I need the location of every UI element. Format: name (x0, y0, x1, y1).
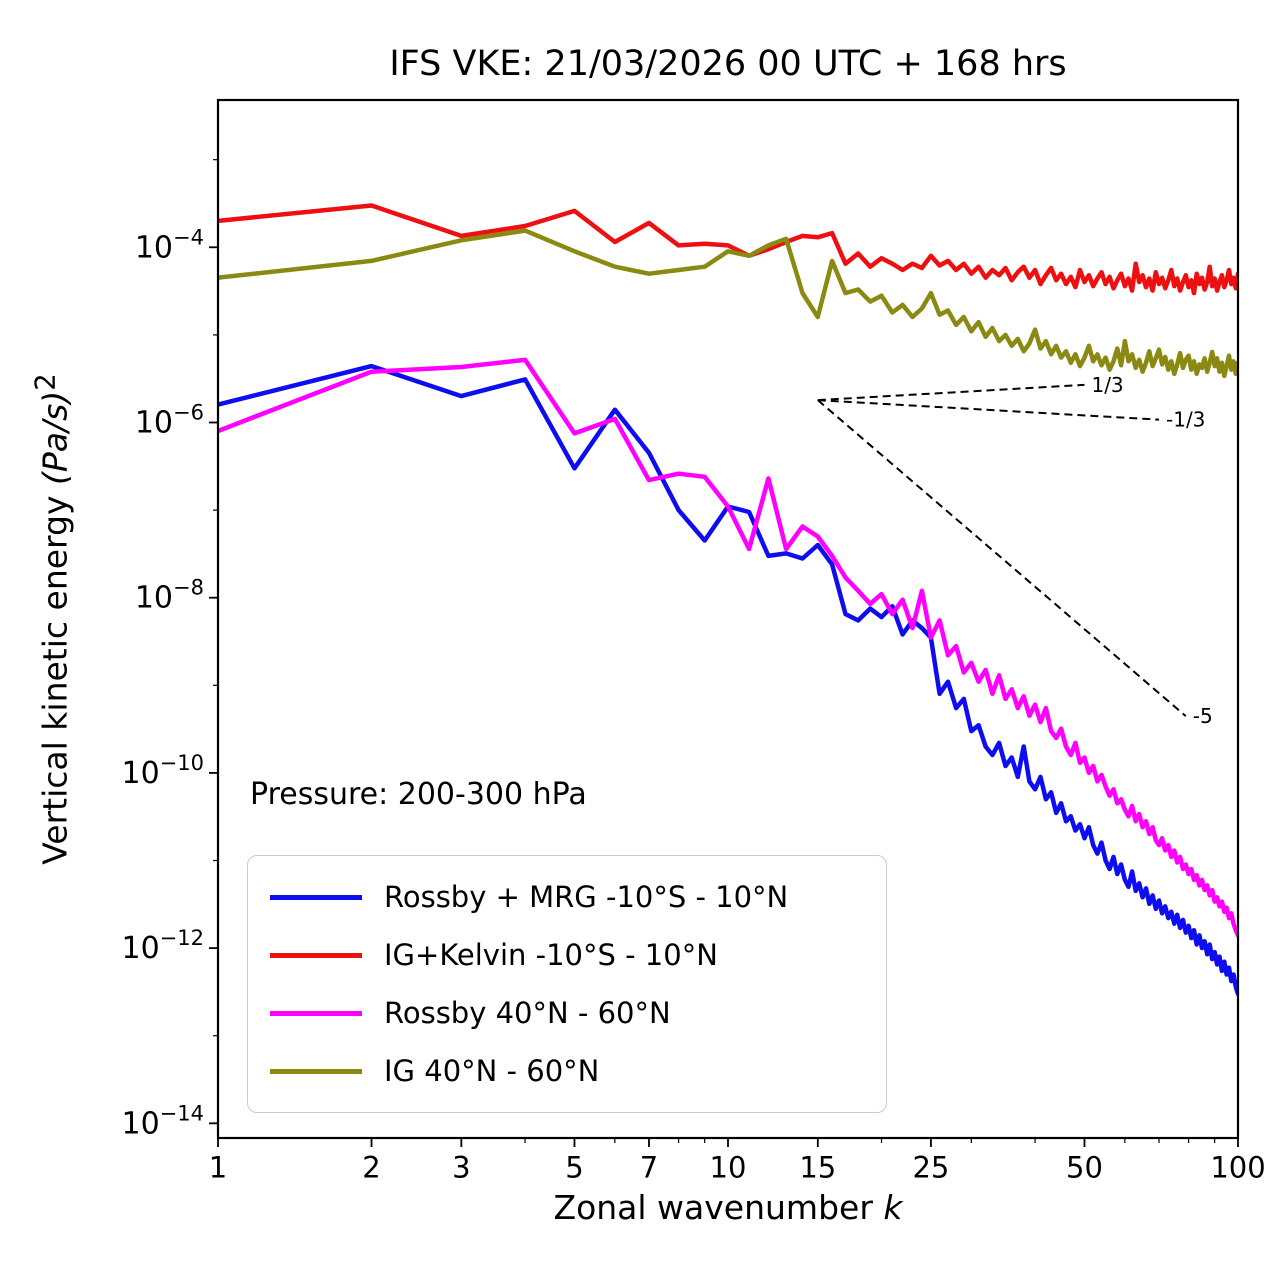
x-tick-label: 7 (640, 1151, 658, 1185)
x-tick-label: 50 (1066, 1151, 1103, 1185)
x-tick-label: 3 (452, 1151, 470, 1185)
legend-label: Rossby + MRG -10°S - 10°N (384, 880, 789, 914)
x-tick-label: 100 (1210, 1151, 1265, 1185)
x-axis-label-symbol: k (883, 1188, 903, 1227)
legend-swatch (270, 1010, 362, 1016)
reference-line-slope-1-3 (817, 383, 1085, 402)
reference-line-label: -5 (1193, 704, 1213, 728)
x-tick-label: 25 (912, 1151, 949, 1185)
x-tick-label: 5 (565, 1151, 583, 1185)
chart-title: IFS VKE: 21/03/2026 00 UTC + 168 hrs (389, 44, 1067, 84)
x-tick-label: 15 (799, 1151, 836, 1185)
axes-frame (216, 98, 1240, 1140)
x-tick-label: 2 (362, 1151, 380, 1185)
legend-swatch (270, 952, 362, 958)
legend-item: IG+Kelvin -10°S - 10°N (270, 934, 864, 976)
y-tick-label: 10−14 (121, 1101, 204, 1141)
series-line-rossby-40-n-60-n (218, 357, 1238, 938)
x-tick-label: 10 (710, 1151, 747, 1185)
legend-label: Rossby 40°N - 60°N (384, 996, 671, 1030)
x-tick-label: 1 (209, 1151, 227, 1185)
legend-label: IG 40°N - 60°N (384, 1054, 600, 1088)
reference-line-slope--1-3 (817, 399, 1160, 421)
legend-item: Rossby + MRG -10°S - 10°N (270, 876, 864, 918)
legend-item: IG 40°N - 60°N (270, 1050, 864, 1092)
legend-label: IG+Kelvin -10°S - 10°N (384, 938, 718, 972)
reference-line-slope--5 (817, 399, 1187, 717)
reference-line-label: 1/3 (1091, 373, 1123, 397)
y-tick-label: 10−12 (121, 926, 204, 966)
series-line-ig-40-n-60-n (218, 228, 1238, 379)
pressure-annotation: Pressure: 200-300 hPa (250, 777, 587, 812)
y-tick-label: 10−10 (121, 751, 204, 791)
legend-swatch (270, 894, 362, 900)
series-group (218, 203, 1238, 997)
series-line-rossby-mrg-10-s-10-n (218, 363, 1238, 997)
y-tick-label: 10−4 (135, 225, 204, 265)
reference-line-label: -1/3 (1166, 408, 1205, 432)
legend-swatch (270, 1068, 362, 1074)
series-line-ig-kelvin-10-s-10-n (218, 203, 1238, 296)
y-tick-label: 10−6 (135, 400, 204, 440)
legend-box: Rossby + MRG -10°S - 10°N IG+Kelvin -10°S… (247, 855, 887, 1113)
legend-item: Rossby 40°N - 60°N (270, 992, 864, 1034)
x-axis-label: Zonal wavenumber k (218, 1188, 1238, 1227)
y-tick-label: 10−8 (135, 576, 204, 616)
x-axis-label-text: Zonal wavenumber (553, 1188, 884, 1227)
